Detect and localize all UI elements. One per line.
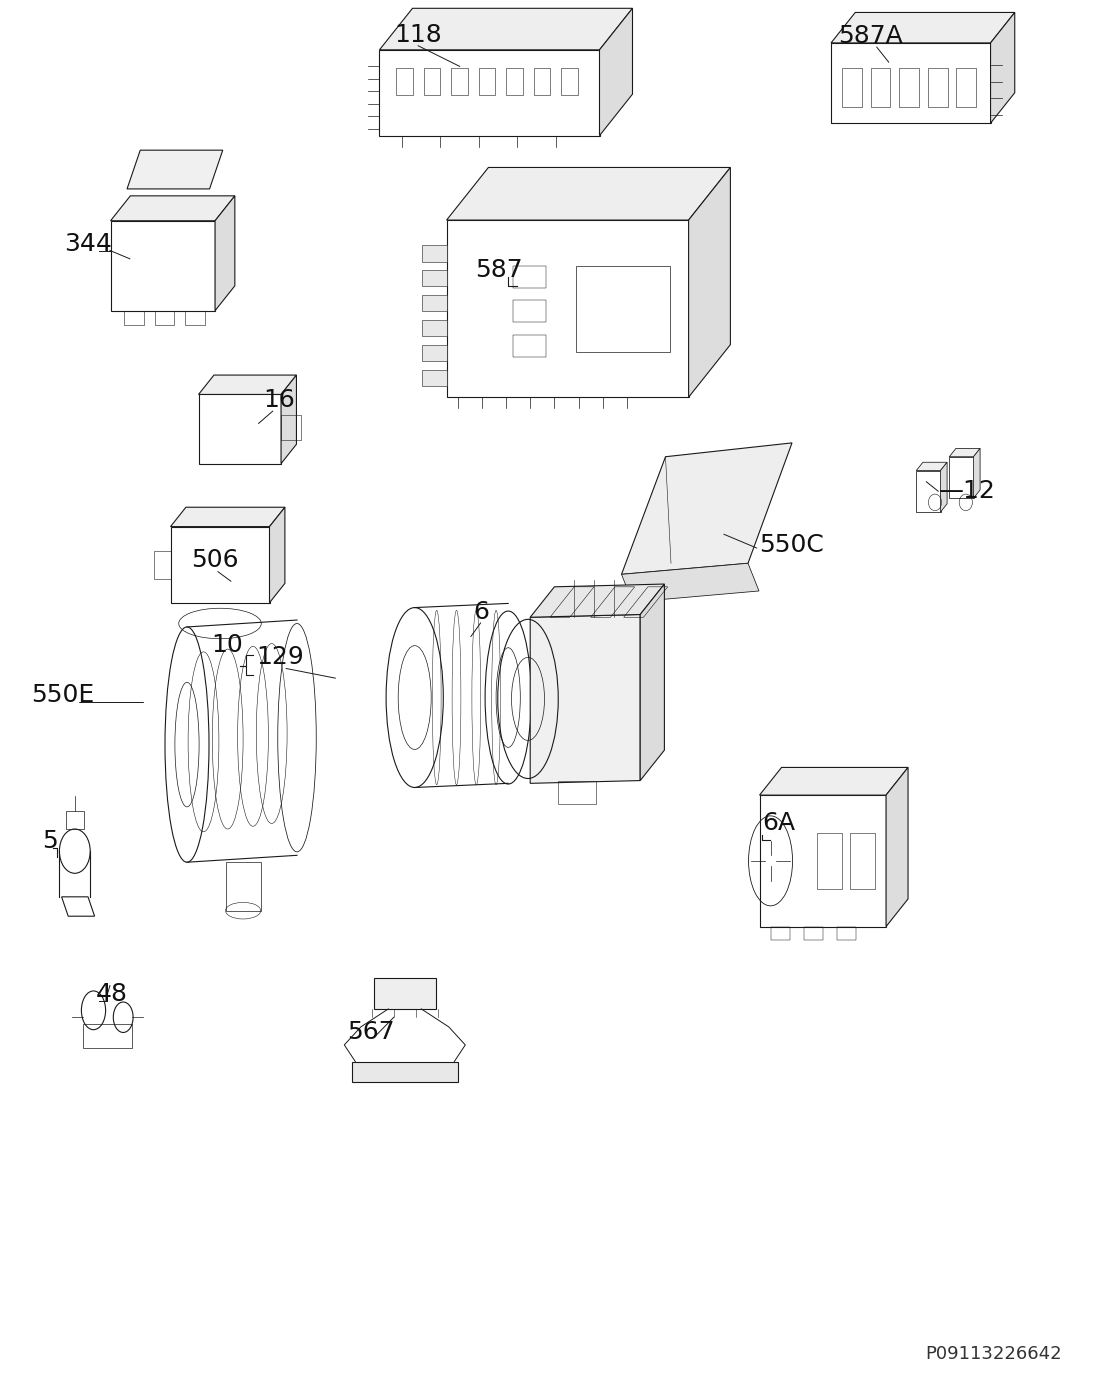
Polygon shape [422,245,447,262]
Polygon shape [422,370,447,386]
Text: 6A: 6A [762,811,795,836]
Polygon shape [621,443,792,574]
Text: 550E: 550E [31,682,94,707]
Text: 118: 118 [394,22,441,47]
Polygon shape [422,270,447,286]
Text: 16: 16 [263,388,295,412]
Polygon shape [447,167,730,220]
Polygon shape [916,462,947,471]
Polygon shape [374,978,436,1009]
Polygon shape [640,584,664,781]
Text: 506: 506 [191,548,239,573]
Polygon shape [949,448,980,457]
Polygon shape [170,508,285,527]
Polygon shape [974,448,980,498]
Polygon shape [422,295,447,311]
Polygon shape [530,614,640,783]
Text: 587: 587 [475,257,522,282]
Text: 48: 48 [96,981,128,1006]
Text: 550C: 550C [759,533,824,558]
Polygon shape [832,12,1014,43]
Polygon shape [198,375,297,394]
Polygon shape [282,375,297,464]
Text: 10: 10 [211,632,243,657]
Polygon shape [126,151,222,188]
Polygon shape [759,767,909,794]
Text: —12: —12 [938,479,996,504]
Polygon shape [110,197,235,221]
Polygon shape [422,345,447,361]
Polygon shape [887,767,909,927]
Polygon shape [530,584,664,617]
Polygon shape [379,8,632,50]
Polygon shape [940,462,947,512]
Polygon shape [270,508,285,603]
Polygon shape [689,167,730,397]
Polygon shape [352,1062,458,1082]
Text: 6: 6 [473,599,490,624]
Polygon shape [621,563,759,602]
Text: 587A: 587A [838,24,903,48]
Polygon shape [990,12,1014,123]
Text: 344: 344 [64,231,112,256]
Text: P09113226642: P09113226642 [925,1344,1062,1363]
Polygon shape [600,8,632,136]
Polygon shape [216,197,235,310]
Text: 129: 129 [256,645,304,670]
Text: 5: 5 [42,829,57,854]
Text: 567: 567 [348,1020,395,1045]
Polygon shape [422,320,447,336]
